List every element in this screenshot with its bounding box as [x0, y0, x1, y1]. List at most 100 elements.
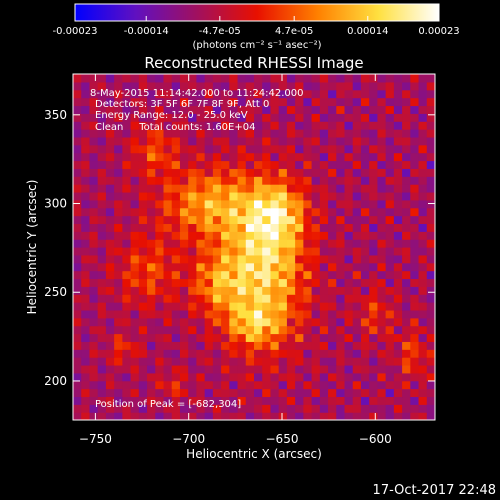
heatmap-cell: [369, 199, 379, 209]
heatmap-cell: [303, 380, 313, 390]
heatmap-cell: [352, 105, 362, 114]
heatmap-cell: [262, 97, 272, 107]
heatmap-cell: [369, 404, 379, 413]
heatmap-cell: [311, 388, 321, 398]
heatmap-cell: [122, 223, 132, 232]
heatmap-cell: [303, 412, 313, 420]
heatmap-cell: [196, 215, 206, 225]
heatmap-cell: [393, 247, 403, 256]
heatmap-cell: [81, 105, 91, 114]
heatmap-cell: [81, 113, 91, 122]
heatmap-cell: [237, 349, 247, 358]
heatmap-cell: [105, 404, 115, 413]
heatmap-cell: [369, 215, 379, 225]
heatmap-cell: [311, 97, 321, 107]
heatmap-cell: [237, 113, 247, 122]
heatmap-cell: [171, 286, 181, 295]
heatmap-cell: [385, 215, 395, 225]
heatmap-cell: [155, 333, 165, 342]
heatmap-cell: [352, 270, 362, 280]
heatmap-cell: [245, 223, 255, 232]
heatmap-cell: [237, 97, 247, 107]
heatmap-cell: [311, 247, 321, 256]
heatmap-cell: [270, 380, 280, 390]
heatmap-cell: [377, 121, 387, 130]
heatmap-cell: [89, 136, 99, 146]
heatmap-cell: [360, 333, 370, 342]
heatmap-cell: [171, 136, 181, 146]
heatmap-cell: [402, 364, 411, 374]
heatmap-cell: [426, 278, 435, 287]
heatmap-cell: [311, 262, 321, 272]
heatmap-cell: [114, 254, 123, 264]
heatmap-cell: [163, 286, 173, 295]
heatmap-cell: [204, 168, 214, 177]
heatmap-cell: [89, 89, 99, 99]
heatmap-cell: [270, 333, 280, 342]
heatmap-cell: [73, 349, 82, 358]
heatmap-cell: [254, 341, 263, 350]
heatmap-cell: [295, 129, 304, 138]
heatmap-cell: [138, 199, 148, 209]
heatmap-cell: [147, 152, 156, 162]
heatmap-cell: [402, 199, 411, 209]
heatmap-cell: [410, 333, 420, 342]
heatmap-cell: [114, 105, 123, 114]
heatmap-cell: [163, 364, 173, 374]
heatmap-cell: [196, 380, 206, 390]
heatmap-cell: [221, 176, 230, 185]
heatmap-cell: [196, 184, 206, 193]
heatmap-cell: [221, 89, 230, 99]
heatmap-cell: [286, 372, 296, 382]
heatmap-cell: [410, 396, 420, 405]
heatmap-cell: [336, 380, 346, 390]
heatmap-cell: [147, 199, 156, 209]
heatmap-cell: [402, 89, 411, 99]
heatmap-cell: [138, 380, 148, 390]
heatmap-cell: [105, 254, 115, 264]
heatmap-cell: [369, 105, 379, 114]
heatmap-cell: [262, 223, 272, 232]
colorbar-tick-label: -0.00014: [124, 26, 169, 37]
heatmap-cell: [221, 191, 230, 201]
heatmap-cell: [97, 129, 107, 138]
heatmap-cell: [352, 129, 362, 138]
heatmap-cell: [286, 286, 296, 295]
plot-frame: [72, 73, 436, 421]
heatmap-cell: [426, 136, 435, 146]
heatmap-cell: [163, 239, 173, 248]
heatmap-cell: [393, 231, 403, 240]
heatmap-cell: [278, 349, 288, 358]
heatmap-cell: [130, 341, 140, 350]
heatmap-cell: [73, 333, 82, 342]
heatmap-cell: [212, 309, 222, 319]
heatmap-cell: [114, 168, 123, 177]
heatmap-cell: [270, 349, 280, 358]
heatmap-cell: [221, 341, 230, 350]
heatmap-cell: [179, 357, 189, 366]
heatmap-cell: [402, 278, 411, 287]
heatmap-cell: [254, 380, 263, 390]
heatmap-cell: [221, 364, 230, 374]
heatmap-cell: [196, 278, 206, 287]
heatmap-cell: [369, 113, 379, 122]
heatmap-cell: [97, 239, 107, 248]
heatmap-cell: [295, 81, 304, 91]
heatmap-cell: [179, 388, 189, 398]
heatmap-cell: [97, 97, 107, 107]
heatmap-cell: [278, 317, 288, 327]
heatmap-cell: [402, 97, 411, 107]
heatmap-cell: [163, 168, 173, 177]
heatmap-cell: [97, 89, 107, 99]
heatmap-cell: [188, 215, 198, 225]
heatmap-cell: [73, 341, 82, 350]
heatmap-cell: [360, 278, 370, 287]
heatmap-cell: [385, 372, 395, 382]
heatmap-cell: [229, 191, 239, 201]
heatmap-cell: [245, 372, 255, 382]
heatmap-cell: [122, 113, 132, 122]
heatmap-cell: [138, 160, 148, 169]
heatmap-cell: [212, 286, 222, 295]
heatmap-cell: [155, 388, 165, 398]
heatmap-cell: [278, 160, 288, 169]
